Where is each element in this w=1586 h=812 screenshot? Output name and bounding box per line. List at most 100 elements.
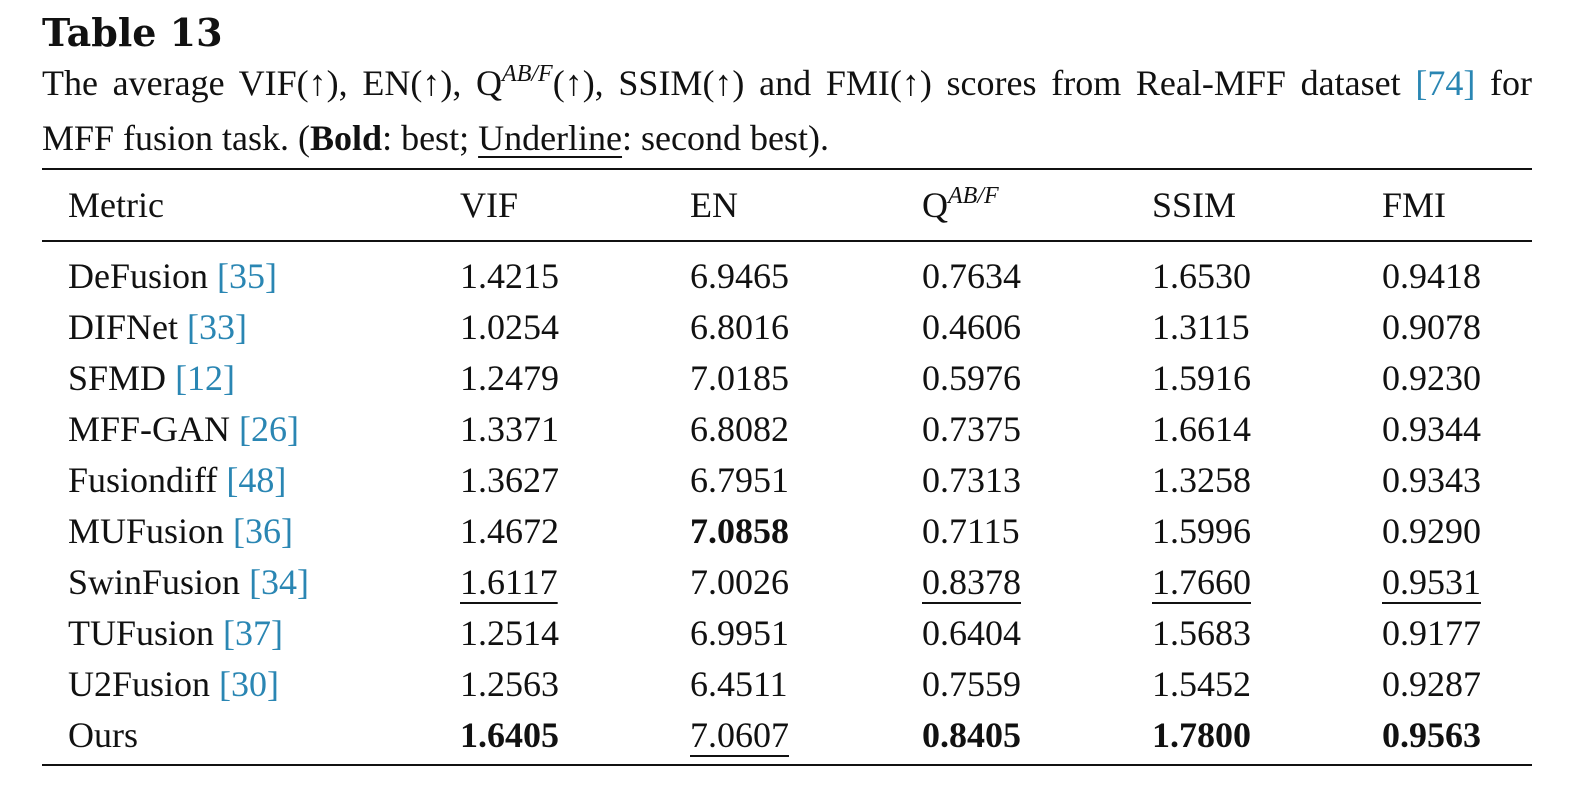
method-name: SFMD (68, 357, 167, 398)
ssim-value: 1.5452 (1152, 663, 1251, 704)
header-row: Metric VIF EN QAB/F SSIM FMI (42, 168, 1532, 242)
fmi-value: 0.9343 (1382, 459, 1481, 500)
method-name: MFF-GAN (68, 408, 231, 449)
header-ssim: SSIM (1152, 168, 1382, 242)
method-name: Fusiondiff (68, 459, 218, 500)
header-q-base: Q (922, 185, 948, 225)
qabf-cell: 0.8405 (922, 709, 1152, 766)
vif-cell: 1.6117 (460, 556, 690, 607)
qabf-value: 0.8405 (922, 714, 1021, 755)
method-cell: U2Fusion [30] (42, 658, 460, 709)
vif-value: 1.0254 (460, 306, 559, 347)
en-value: 6.9465 (690, 255, 789, 296)
results-table: Metric VIF EN QAB/F SSIM FMI DeFusion [3… (42, 168, 1532, 766)
fmi-cell: 0.9287 (1382, 658, 1532, 709)
qabf-cell: 0.6404 (922, 607, 1152, 658)
vif-cell: 1.3627 (460, 454, 690, 505)
vif-cell: 1.0254 (460, 301, 690, 352)
caption-citation-link[interactable]: [74] (1415, 63, 1476, 103)
table-row: DIFNet [33] 1.0254 6.8016 0.4606 1.3115 0.907… (42, 301, 1532, 352)
fmi-cell: 0.9563 (1382, 709, 1532, 766)
en-cell: 7.0026 (690, 556, 922, 607)
en-cell: 6.9465 (690, 241, 922, 301)
citation-link[interactable]: [36] (233, 510, 294, 551)
en-value: 6.4511 (690, 663, 788, 704)
vif-cell: 1.2563 (460, 658, 690, 709)
citation-link[interactable]: [33] (187, 306, 247, 347)
qabf-cell: 0.4606 (922, 301, 1152, 352)
vif-cell: 1.4672 (460, 505, 690, 556)
fmi-cell: 0.9177 (1382, 607, 1532, 658)
method-cell: Ours (42, 709, 460, 766)
method-name: Ours (68, 714, 138, 755)
caption-bold-word: Bold (310, 118, 383, 158)
en-value: 6.8082 (690, 408, 789, 449)
citation-link[interactable]: [26] (239, 408, 300, 449)
citation-link[interactable]: [35] (217, 255, 277, 296)
citation-link[interactable]: [37] (223, 612, 284, 653)
fmi-value: 0.9230 (1382, 357, 1481, 398)
caption-underline-word: Underline (478, 118, 623, 158)
ssim-cell: 1.5916 (1152, 352, 1382, 403)
citation-link[interactable]: [12] (175, 357, 236, 398)
table-row: TUFusion [37] 1.2514 6.9951 0.6404 1.5683 0.9… (42, 607, 1532, 658)
qabf-cell: 0.7313 (922, 454, 1152, 505)
qabf-value: 0.4606 (922, 306, 1021, 347)
table-row: SFMD [12] 1.2479 7.0185 0.5976 1.5916 0.9230 (42, 352, 1532, 403)
method-cell: Fusiondiff [48] (42, 454, 460, 505)
ssim-cell: 1.5683 (1152, 607, 1382, 658)
citation-link[interactable]: [34] (249, 561, 310, 602)
ssim-value: 1.5683 (1152, 612, 1251, 653)
caption-superscript: AB/F (502, 61, 553, 87)
qabf-value: 0.7559 (922, 663, 1021, 704)
en-cell: 7.0858 (690, 505, 922, 556)
method-name: MUFusion (68, 510, 225, 551)
table-row: Fusiondiff [48] 1.3627 6.7951 0.7313 1.3258 0… (42, 454, 1532, 505)
method-cell: MFF-GAN [26] (42, 403, 460, 454)
citation-link[interactable]: [48] (226, 459, 287, 500)
vif-cell: 1.2514 (460, 607, 690, 658)
en-cell: 6.8082 (690, 403, 922, 454)
caption-text-3: for MFF fusion task. ( (42, 63, 1533, 158)
ssim-value: 1.3115 (1152, 306, 1250, 347)
header-q-superscript: AB/F (948, 183, 999, 209)
table-row: U2Fusion [30] 1.2563 6.4511 0.7559 1.5452 0.9… (42, 658, 1532, 709)
ssim-value: 1.7660 (1152, 561, 1251, 602)
en-cell: 6.7951 (690, 454, 922, 505)
caption-text-4: : best; (382, 118, 479, 158)
ssim-cell: 1.7800 (1152, 709, 1382, 766)
method-name: TUFusion (68, 612, 215, 653)
ssim-value: 1.6614 (1152, 408, 1251, 449)
table-caption: The average VIF(↑), EN(↑), QAB/F(↑), SSI… (42, 58, 1532, 163)
vif-cell: 1.4215 (460, 241, 690, 301)
table-row: MUFusion [36] 1.4672 7.0858 0.7115 1.5996 0.9… (42, 505, 1532, 556)
ssim-value: 1.3258 (1152, 459, 1251, 500)
header-metric: Metric (42, 168, 460, 242)
table-row: SwinFusion [34] 1.6117 7.0026 0.8378 1.7660 0… (42, 556, 1532, 607)
fmi-value: 0.9290 (1382, 510, 1481, 551)
en-value: 7.0858 (690, 510, 789, 551)
qabf-cell: 0.8378 (922, 556, 1152, 607)
header-en: EN (690, 168, 922, 242)
ssim-value: 1.6530 (1152, 255, 1251, 296)
ssim-value: 1.7800 (1152, 714, 1251, 755)
en-value: 7.0185 (690, 357, 789, 398)
fmi-value: 0.9531 (1382, 561, 1481, 602)
method-cell: TUFusion [37] (42, 607, 460, 658)
table-row: Ours 1.6405 7.0607 0.8405 1.7800 0.9563 (42, 709, 1532, 766)
qabf-value: 0.8378 (922, 561, 1021, 602)
ssim-cell: 1.6530 (1152, 241, 1382, 301)
qabf-cell: 0.7115 (922, 505, 1152, 556)
fmi-value: 0.9078 (1382, 306, 1481, 347)
ssim-cell: 1.7660 (1152, 556, 1382, 607)
citation-link[interactable]: [30] (219, 663, 280, 704)
en-value: 7.0607 (690, 714, 789, 755)
qabf-cell: 0.7634 (922, 241, 1152, 301)
fmi-cell: 0.9344 (1382, 403, 1532, 454)
ssim-cell: 1.3115 (1152, 301, 1382, 352)
method-name: DIFNet (68, 306, 178, 347)
fmi-value: 0.9418 (1382, 255, 1481, 296)
caption-text-1: The average VIF(↑), EN(↑), Q (42, 63, 503, 103)
fmi-value: 0.9177 (1382, 612, 1481, 653)
vif-cell: 1.2479 (460, 352, 690, 403)
